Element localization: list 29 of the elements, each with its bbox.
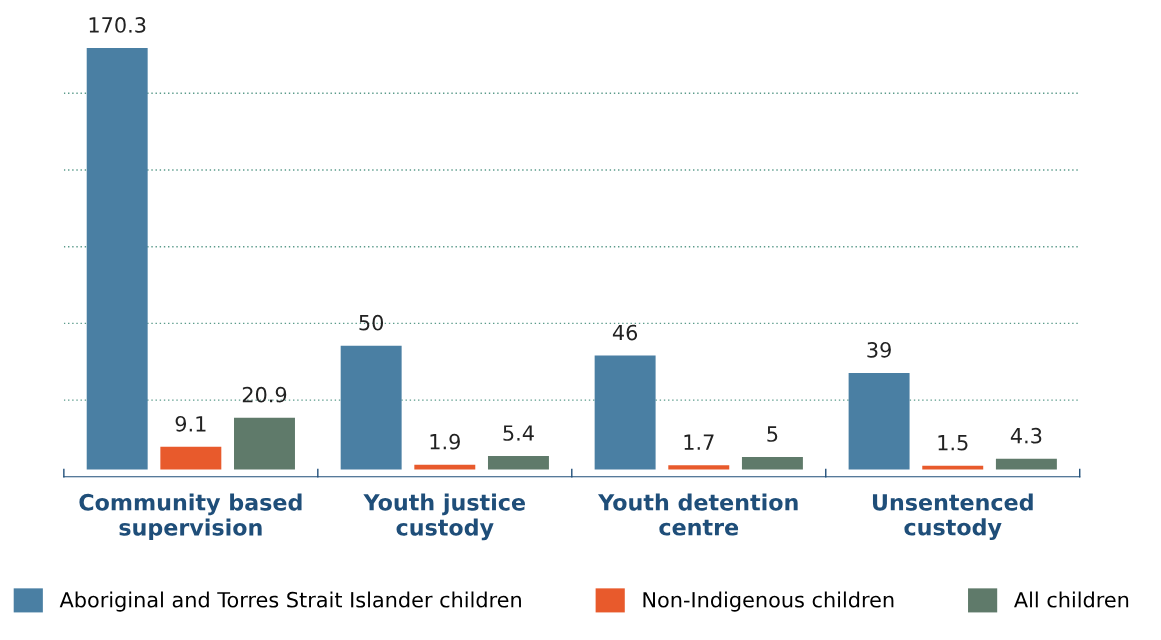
data-label: 20.9 — [242, 386, 287, 403]
bar — [995, 458, 1057, 470]
data-label: 5 — [767, 426, 778, 442]
legend-label: All children — [1014, 591, 1129, 608]
x-tick-label: Youth justice custody — [363, 493, 525, 541]
data-label: 1.9 — [430, 433, 460, 450]
legend-label: Non-Indigenous children — [643, 591, 894, 612]
x-tick-label: Community based supervision — [79, 493, 302, 541]
data-label: 170.3 — [89, 17, 146, 33]
data-label: 9.1 — [175, 415, 206, 432]
bar — [741, 457, 803, 470]
bar — [487, 456, 549, 470]
data-label: 1.7 — [684, 434, 714, 450]
bar — [340, 345, 402, 470]
bar — [86, 48, 148, 470]
bar — [668, 465, 730, 470]
bar — [848, 372, 910, 470]
bar — [160, 446, 222, 470]
x-tick-label: Unsentenced custody — [872, 493, 1033, 541]
data-label: 4.3 — [1010, 427, 1042, 444]
data-label: 50 — [359, 314, 384, 331]
data-label: 46 — [612, 324, 638, 341]
x-tick-label: Youth detention centre — [597, 493, 798, 536]
data-label: 1.5 — [938, 435, 968, 451]
bar — [594, 355, 656, 470]
legend-label: Aboriginal and Torres Strait Islander children — [59, 591, 521, 612]
data-label: 5.4 — [503, 425, 534, 441]
data-label: 39 — [867, 341, 891, 358]
bar — [234, 417, 295, 470]
